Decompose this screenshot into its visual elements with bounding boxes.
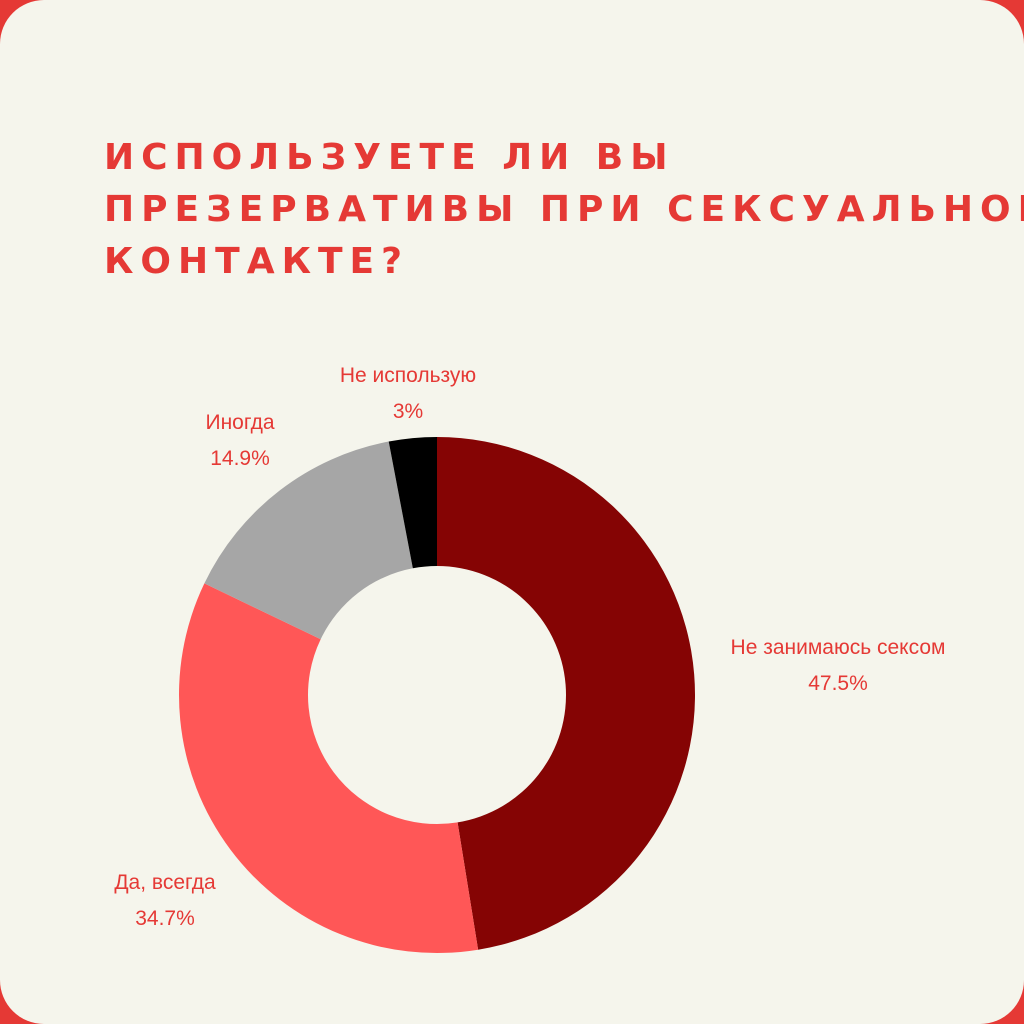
slice-4-value-label: 3% bbox=[393, 400, 423, 423]
slice-4-name-label: Не использую bbox=[340, 364, 476, 387]
slice-labels: Не занимаюсь сексом 47.5% Да, всегда 34.7% И… bbox=[114, 364, 945, 930]
donut-slice-4 bbox=[388, 437, 437, 569]
slice-1-value-label: 47.5% bbox=[808, 672, 868, 695]
chart-title: Используете ли вы презервативы при сексу… bbox=[104, 132, 1024, 288]
chart-title-line-1: Используете ли вы bbox=[104, 137, 675, 178]
slice-1-name-label: Не занимаюсь сексом bbox=[731, 636, 946, 659]
donut-slice-1 bbox=[437, 437, 696, 950]
chart-title-line-3: контакте? bbox=[104, 241, 410, 282]
slice-3-value-label: 14.9% bbox=[210, 447, 270, 470]
slice-2-value-label: 34.7% bbox=[135, 907, 195, 930]
donut-slices bbox=[178, 437, 696, 954]
donut-slice-2 bbox=[178, 583, 479, 954]
chart-title-line-2: презервативы при сексуальном bbox=[104, 189, 1024, 230]
slice-2-name-label: Да, всегда bbox=[114, 871, 216, 894]
slice-3-name-label: Иногда bbox=[205, 411, 274, 434]
donut-slice-3 bbox=[204, 441, 413, 640]
